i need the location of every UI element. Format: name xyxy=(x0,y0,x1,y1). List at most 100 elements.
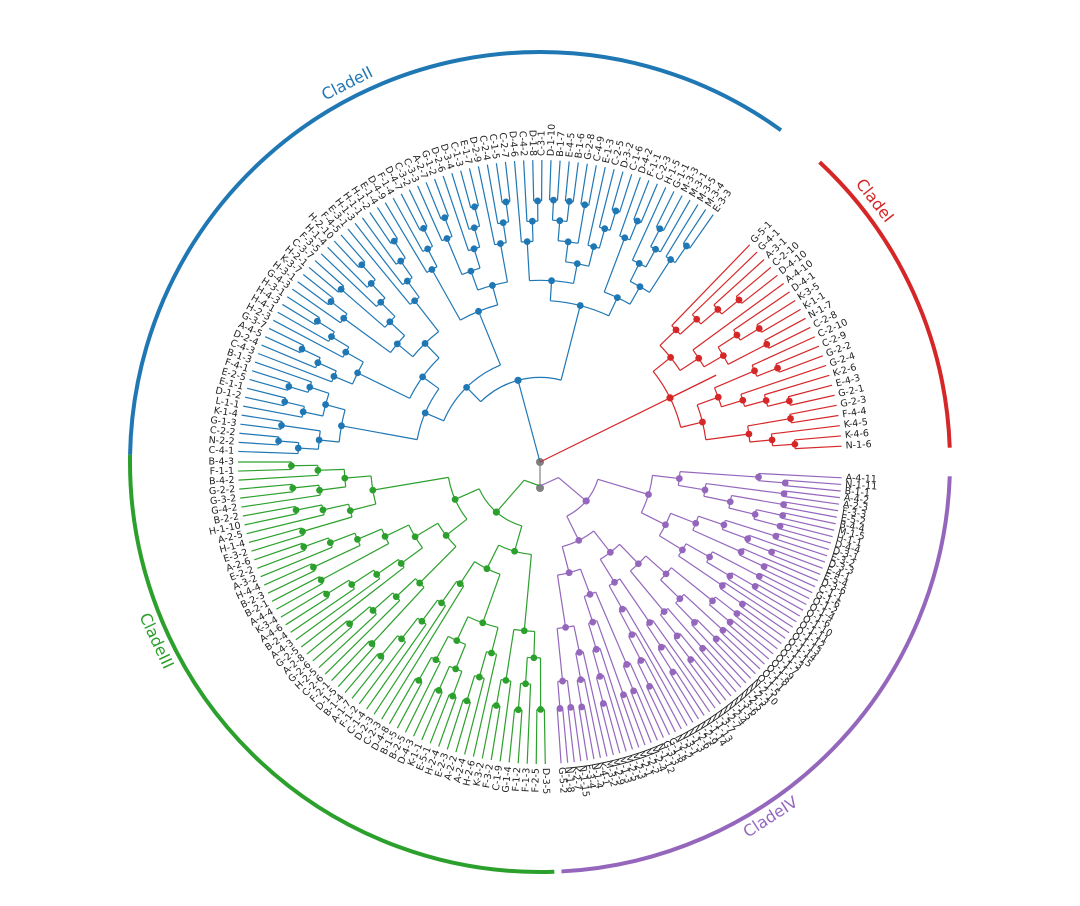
branch-edge xyxy=(422,228,434,247)
branch-edge xyxy=(643,658,682,730)
node-marker xyxy=(502,198,510,206)
branch-edge xyxy=(597,478,649,496)
branch-edge xyxy=(767,400,790,407)
branch-edge xyxy=(645,555,667,575)
branch-edge xyxy=(551,200,555,221)
tip-label: A-4-11 xyxy=(845,473,877,486)
branch-edge xyxy=(703,495,731,503)
node-marker xyxy=(298,345,306,353)
branch-edge xyxy=(392,197,424,252)
tip-label: L-1-1 xyxy=(215,396,241,411)
branch-edge xyxy=(495,679,502,706)
node-marker xyxy=(514,376,522,384)
branch-edge xyxy=(421,691,443,741)
clade-cladei: G-5-1G-4-1A-3-1C-2-10D-4-10A-4-10D-4-1K-… xyxy=(539,160,952,463)
tip-label: D-1-10 xyxy=(546,124,558,157)
branch-edge xyxy=(404,661,441,733)
branch-edge xyxy=(238,468,292,472)
branch-edge xyxy=(260,546,333,578)
tip-label: C-1-9 xyxy=(491,765,505,792)
tip-label: C-2-4 xyxy=(477,135,492,162)
branch-edge xyxy=(689,214,714,249)
branch-edge xyxy=(619,174,633,213)
tip-label: E-5-2 xyxy=(840,513,867,528)
branch-edge xyxy=(650,228,661,247)
branch-edge xyxy=(302,516,353,533)
branch-edge xyxy=(577,204,586,244)
branch-edge xyxy=(682,209,707,245)
branch-edge xyxy=(756,583,804,611)
branch-edge xyxy=(783,495,840,505)
branch-edge xyxy=(531,221,534,242)
branch-edge xyxy=(629,220,638,240)
branch-edge xyxy=(322,503,349,511)
branch-edge xyxy=(424,343,440,359)
tip-label: F-4-4 xyxy=(842,406,868,421)
tip-label: C-4-1 xyxy=(208,445,234,457)
branch-edge xyxy=(474,206,481,227)
branch-edge xyxy=(466,386,482,403)
branch-edge xyxy=(659,614,678,637)
branch-edge xyxy=(317,362,337,372)
branch-edge xyxy=(396,681,423,729)
branch-edge xyxy=(369,212,392,244)
branch-edge xyxy=(281,424,321,432)
clade-band xyxy=(128,50,783,455)
branch-edge xyxy=(460,170,472,208)
branch-edge xyxy=(361,217,397,265)
branch-edge xyxy=(764,317,806,341)
branch-edge xyxy=(441,580,458,604)
branch-edge xyxy=(486,544,500,569)
branch-edge xyxy=(775,345,820,365)
branch-edge xyxy=(652,356,671,372)
branch-edge xyxy=(526,684,532,764)
branch-edge xyxy=(477,311,502,366)
branch-edge xyxy=(725,519,777,537)
tip-label: C-2-2 xyxy=(209,425,236,438)
branch-edge xyxy=(631,187,667,261)
branch-edge xyxy=(556,575,567,628)
branch-edge xyxy=(660,579,681,600)
branch-edge xyxy=(372,592,394,611)
branch-edge xyxy=(740,605,786,639)
branch-edge xyxy=(721,299,740,315)
branch-edge xyxy=(659,329,677,346)
branch-edge xyxy=(679,357,700,371)
branch-edge xyxy=(263,563,313,586)
branch-edge xyxy=(764,374,830,396)
branch-edge xyxy=(583,678,602,759)
branch-edge xyxy=(337,645,376,688)
branch-edge xyxy=(419,546,457,584)
branch-edge xyxy=(455,701,472,753)
branch-edge xyxy=(543,709,546,764)
tip-label: B-4-4 xyxy=(838,519,865,535)
branch-edge xyxy=(257,549,306,569)
branch-edge xyxy=(400,547,423,564)
clade-label: CladeI xyxy=(852,175,898,226)
branch-edge xyxy=(618,610,633,635)
branch-edge xyxy=(583,596,594,623)
branch-edge xyxy=(667,608,703,649)
branch-edge xyxy=(376,207,399,240)
branch-edge xyxy=(472,654,498,757)
branch-edge xyxy=(481,704,494,759)
branch-edge xyxy=(758,472,842,479)
tip-label: K-4-1 xyxy=(596,761,612,787)
branch-edge xyxy=(373,605,447,715)
branch-edge xyxy=(372,476,449,491)
branch-edge xyxy=(588,246,595,267)
branch-edge xyxy=(679,633,732,697)
node-marker xyxy=(621,234,629,242)
branch-edge xyxy=(351,569,375,586)
branch-edge xyxy=(670,567,713,602)
branch-edge xyxy=(533,631,536,658)
branch-edge xyxy=(705,433,749,441)
branch-edge xyxy=(401,617,419,640)
branch-edge xyxy=(286,296,320,319)
branch-edge xyxy=(376,559,399,575)
branch-edge xyxy=(602,675,627,752)
branch-edge xyxy=(333,375,353,385)
branch-edge xyxy=(371,586,425,644)
branch-edge xyxy=(772,548,823,569)
clade-cladeiii: D-3-5F-2-5F-1-3F-1-2G-1-4C-1-9F-3-2K-3-2… xyxy=(128,454,555,874)
